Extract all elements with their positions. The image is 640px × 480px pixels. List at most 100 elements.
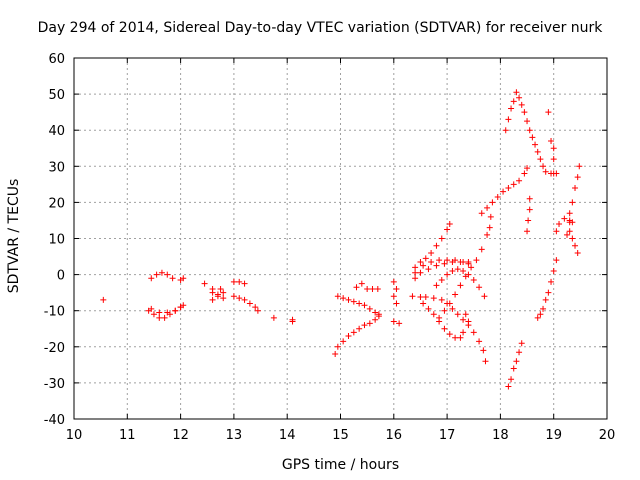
data-point xyxy=(422,255,429,262)
data-point xyxy=(462,311,469,318)
data-point xyxy=(516,349,523,356)
data-point xyxy=(372,316,379,323)
data-point xyxy=(524,228,531,235)
data-point xyxy=(505,116,512,123)
data-point xyxy=(374,286,381,293)
data-point xyxy=(468,264,475,271)
data-point xyxy=(441,325,448,332)
data-point xyxy=(478,246,485,253)
data-point xyxy=(574,249,581,256)
data-point xyxy=(513,358,520,365)
data-point xyxy=(428,258,435,265)
data-point xyxy=(505,184,512,191)
data-point xyxy=(449,305,456,312)
data-point xyxy=(473,257,480,264)
data-point xyxy=(334,343,341,350)
data-point xyxy=(230,278,237,285)
data-point xyxy=(478,210,485,217)
data-point xyxy=(412,269,419,276)
data-point xyxy=(375,313,382,320)
data-point xyxy=(542,296,549,303)
data-point xyxy=(449,267,456,274)
data-point xyxy=(430,295,437,302)
data-point xyxy=(572,184,579,191)
x-axis-label: GPS time / hours xyxy=(281,457,400,473)
y-tick-label: 40 xyxy=(48,124,65,139)
data-point xyxy=(508,376,515,383)
data-point xyxy=(366,305,373,312)
data-point xyxy=(470,329,477,336)
y-tick-label: 50 xyxy=(48,88,65,103)
data-point xyxy=(540,163,547,170)
x-tick-label: 19 xyxy=(545,428,562,443)
data-point xyxy=(537,156,544,163)
data-point xyxy=(486,224,493,231)
y-tick-label: -30 xyxy=(44,377,65,392)
data-point xyxy=(164,309,171,316)
data-point xyxy=(230,293,237,300)
data-point xyxy=(446,221,453,228)
data-point xyxy=(525,217,532,224)
x-tick-label: 16 xyxy=(386,428,403,443)
data-point xyxy=(180,275,187,282)
x-tick-label: 11 xyxy=(119,428,136,443)
data-point xyxy=(569,235,576,242)
data-point xyxy=(412,264,419,271)
y-tick-label: 30 xyxy=(48,160,65,175)
data-point xyxy=(460,258,467,265)
data-point xyxy=(508,105,515,112)
data-point xyxy=(550,156,557,163)
y-tick-label: -20 xyxy=(44,341,65,356)
data-point xyxy=(417,258,424,265)
data-point xyxy=(548,138,555,145)
data-point xyxy=(420,262,427,269)
x-tick-label: 14 xyxy=(279,428,296,443)
data-point xyxy=(420,300,427,307)
data-point xyxy=(150,311,157,318)
data-point xyxy=(553,228,560,235)
data-point xyxy=(516,177,523,184)
data-point xyxy=(241,280,248,287)
data-point xyxy=(526,195,533,202)
data-point xyxy=(460,316,467,323)
data-point xyxy=(164,271,171,278)
data-point xyxy=(417,293,424,300)
data-point xyxy=(156,314,163,321)
chart-title: Day 294 of 2014, Sidereal Day-to-day VTE… xyxy=(37,20,603,36)
data-point xyxy=(172,307,179,314)
data-point xyxy=(361,302,368,309)
data-point xyxy=(564,231,571,238)
data-point xyxy=(510,181,517,188)
data-point xyxy=(430,311,437,318)
data-point xyxy=(345,296,352,303)
data-point xyxy=(454,266,461,273)
data-point xyxy=(350,329,357,336)
data-point xyxy=(574,174,581,181)
data-point xyxy=(457,334,464,341)
data-point xyxy=(500,188,507,195)
data-point xyxy=(289,316,296,323)
data-point xyxy=(452,291,459,298)
data-point xyxy=(542,168,549,175)
data-point xyxy=(438,296,445,303)
data-point xyxy=(356,300,363,307)
data-point xyxy=(487,213,494,220)
data-point xyxy=(566,228,573,235)
data-point xyxy=(524,118,531,125)
data-point xyxy=(489,199,496,206)
data-point xyxy=(177,304,184,311)
x-tick-label: 13 xyxy=(226,428,243,443)
data-point xyxy=(148,305,155,312)
data-point xyxy=(438,235,445,242)
data-point xyxy=(369,286,376,293)
data-point xyxy=(476,338,483,345)
x-tick-label: 10 xyxy=(66,428,83,443)
data-point xyxy=(537,311,544,318)
data-point xyxy=(465,318,472,325)
data-point xyxy=(254,307,261,314)
data-point xyxy=(561,215,568,222)
data-point xyxy=(334,293,341,300)
data-point xyxy=(481,293,488,300)
data-point xyxy=(412,275,419,282)
